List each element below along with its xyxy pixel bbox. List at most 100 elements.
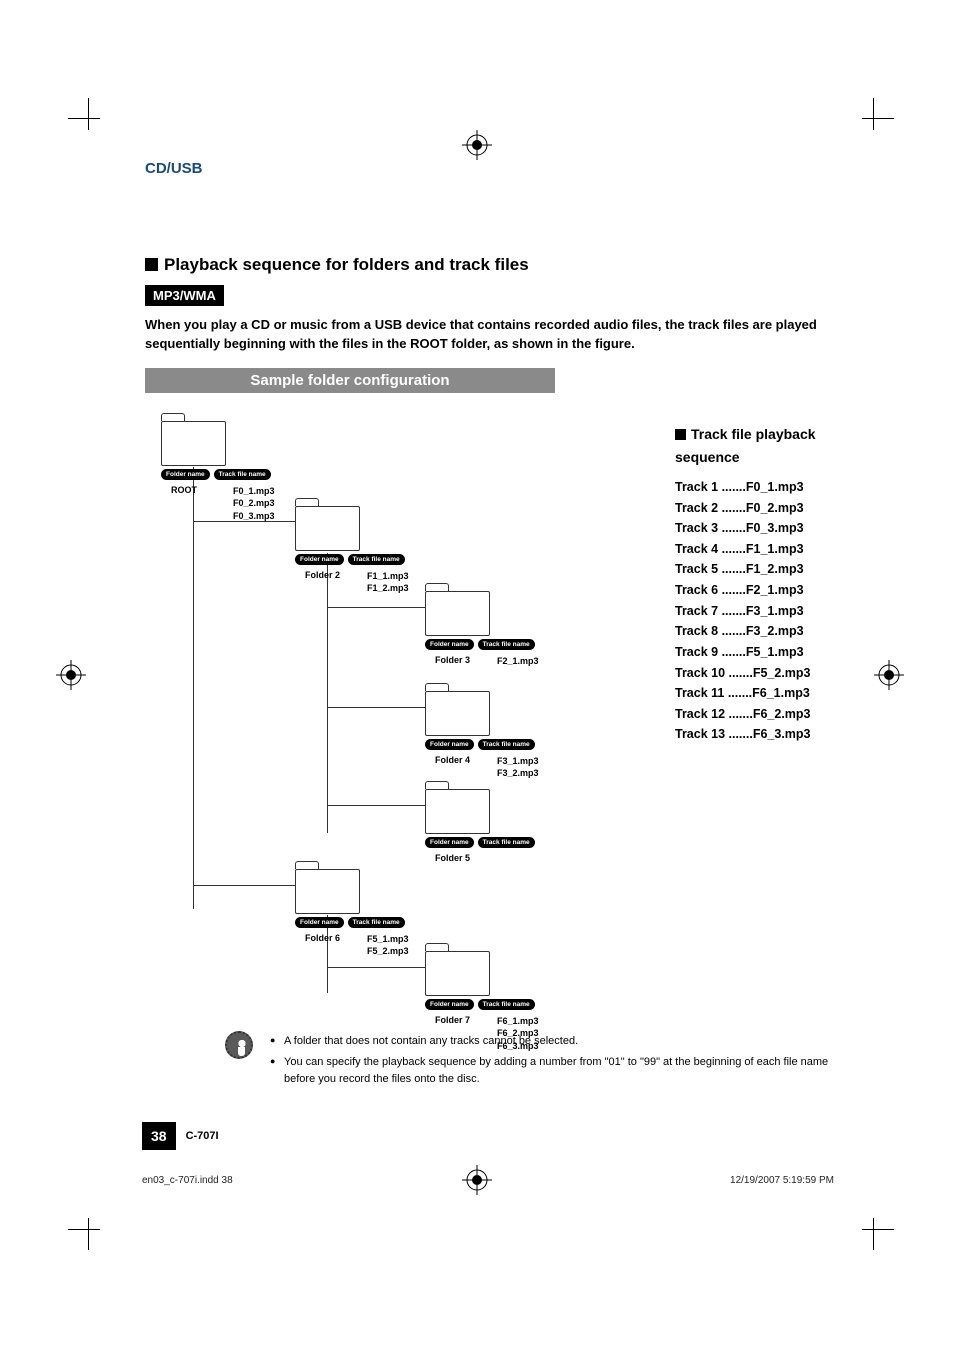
sequence-row: Track 7 .......F3_1.mp3 [675, 601, 875, 622]
intro-paragraph: When you play a CD or music from a USB d… [145, 316, 865, 354]
folder-icon [425, 781, 449, 789]
folder-name-pill: Folder name [425, 639, 474, 650]
folder-labels: Folder name Track file name [425, 739, 535, 750]
sequence-row: Track 8 .......F3_2.mp3 [675, 621, 875, 642]
crop-mark-bl [88, 1190, 128, 1230]
file-list: F5_1.mp3F5_2.mp3 [367, 933, 409, 958]
folder-body [161, 421, 226, 466]
page-footer: 38 C-707I [142, 1122, 219, 1150]
folder-body [425, 951, 490, 996]
folder-icon [425, 943, 449, 951]
sequence-row: Track 3 .......F0_3.mp3 [675, 518, 875, 539]
registration-mark-top [462, 130, 492, 160]
connector-line [193, 885, 295, 886]
folder-labels: Folder name Track file name [161, 469, 271, 480]
sidebar-bullet-icon [675, 429, 686, 440]
tip-notes: A folder that does not contain any track… [270, 1033, 850, 1092]
registration-mark-right [874, 660, 904, 690]
folder-icon [295, 861, 319, 869]
breadcrumb: CD/USB [145, 160, 865, 177]
sequence-row: Track 2 .......F0_2.mp3 [675, 498, 875, 519]
folder-name-label: Folder 4 [435, 755, 470, 765]
section-title: Playback sequence for folders and track … [145, 255, 865, 275]
folder-icon [425, 683, 449, 691]
track-file-name-pill: Track file name [478, 739, 535, 750]
sequence-row: Track 11 .......F6_1.mp3 [675, 683, 875, 704]
tip-item: You can specify the playback sequence by… [270, 1054, 850, 1088]
folder-body [425, 591, 490, 636]
folder-node-f6: Folder nameTrack file nameFolder 6F5_1.m… [295, 861, 360, 914]
format-badge: MP3/WMA [145, 285, 224, 306]
crop-mark-tl [88, 118, 128, 158]
sequence-row: Track 9 .......F5_1.mp3 [675, 642, 875, 663]
sequence-row: Track 6 .......F2_1.mp3 [675, 580, 875, 601]
folder-name-pill: Folder name [295, 554, 344, 565]
connector-line [327, 707, 425, 708]
folder-body [425, 789, 490, 834]
track-file-name-pill: Track file name [348, 917, 405, 928]
registration-mark-left [56, 660, 86, 690]
folder-diagram: Folder name Track file name ROOT F0_1.mp3F0… [145, 393, 865, 1083]
folder-labels: Folder name Track file name [295, 554, 405, 565]
connector-line [327, 553, 328, 833]
connector-line [193, 467, 194, 909]
folder-name-pill: Folder name [425, 999, 474, 1010]
title-bullet-icon [145, 258, 158, 271]
page-content: CD/USB Playback sequence for folders and… [145, 160, 865, 1083]
folder-name-pill: Folder name [425, 739, 474, 750]
folder-node-f5: Folder nameTrack file nameFolder 5 [425, 781, 490, 834]
folder-name-label: Folder 2 [305, 570, 340, 580]
folder-node-f3: Folder nameTrack file nameFolder 3F2_1.m… [425, 583, 490, 636]
folder-name-label: Folder 7 [435, 1015, 470, 1025]
folder-body [425, 691, 490, 736]
folder-node-root: Folder nameTrack file nameROOTF0_1.mp3F0… [161, 413, 226, 466]
sequence-row: Track 1 .......F0_1.mp3 [675, 477, 875, 498]
product-code: C-707I [186, 1130, 219, 1142]
folder-node-f2: Folder nameTrack file nameFolder 2F1_1.m… [295, 498, 360, 551]
folder-icon [161, 413, 185, 421]
folder-name-pill: Folder name [161, 469, 210, 480]
playback-sequence-panel: Track file playback sequence Track 1 ...… [675, 423, 875, 745]
footer-filename: en03_c-707i.indd 38 [142, 1175, 233, 1186]
folder-name-label: Folder 6 [305, 933, 340, 943]
sequence-row: Track 13 .......F6_3.mp3 [675, 724, 875, 745]
connector-line [327, 607, 425, 608]
folder-name-label: ROOT [171, 485, 197, 495]
sequence-row: Track 12 .......F6_2.mp3 [675, 704, 875, 725]
track-file-name-pill: Track file name [214, 469, 271, 480]
folder-node-f7: Folder nameTrack file nameFolder 7F6_1.m… [425, 943, 490, 996]
sidebar-title: Track file playback sequence [675, 423, 875, 469]
footer-timestamp: 12/19/2007 5:19:59 PM [730, 1175, 834, 1186]
folder-name-pill: Folder name [295, 917, 344, 928]
crop-mark-br [834, 1190, 874, 1230]
folder-icon [295, 498, 319, 506]
track-file-name-pill: Track file name [478, 999, 535, 1010]
sequence-row: Track 4 .......F1_1.mp3 [675, 539, 875, 560]
folder-labels: Folder name Track file name [425, 837, 535, 848]
lightbulb-icon [225, 1031, 255, 1061]
sequence-row: Track 5 .......F1_2.mp3 [675, 559, 875, 580]
folder-body [295, 869, 360, 914]
file-list: F2_1.mp3 [497, 655, 539, 668]
section-title-text: Playback sequence for folders and track … [164, 255, 529, 274]
connector-line [327, 805, 425, 806]
sidebar-title-text: Track file playback sequence [675, 426, 816, 465]
folder-name-label: Folder 3 [435, 655, 470, 665]
file-list: F3_1.mp3F3_2.mp3 [497, 755, 539, 780]
connector-line [327, 967, 425, 968]
track-file-name-pill: Track file name [478, 837, 535, 848]
tip-item: A folder that does not contain any track… [270, 1033, 850, 1050]
registration-mark-bottom [462, 1165, 492, 1195]
track-file-name-pill: Track file name [348, 554, 405, 565]
folder-name-label: Folder 5 [435, 853, 470, 863]
file-list: F1_1.mp3F1_2.mp3 [367, 570, 409, 595]
file-list: F0_1.mp3F0_2.mp3F0_3.mp3 [233, 485, 275, 523]
folder-labels: Folder name Track file name [295, 917, 405, 928]
folder-name-pill: Folder name [425, 837, 474, 848]
page-number: 38 [142, 1122, 176, 1150]
folder-node-f4: Folder nameTrack file nameFolder 4F3_1.m… [425, 683, 490, 736]
diagram-title: Sample folder configuration [145, 368, 555, 393]
crop-mark-tr [834, 118, 874, 158]
folder-labels: Folder nameTrack file name [425, 639, 535, 650]
folder-labels: Folder name Track file name [425, 999, 535, 1010]
